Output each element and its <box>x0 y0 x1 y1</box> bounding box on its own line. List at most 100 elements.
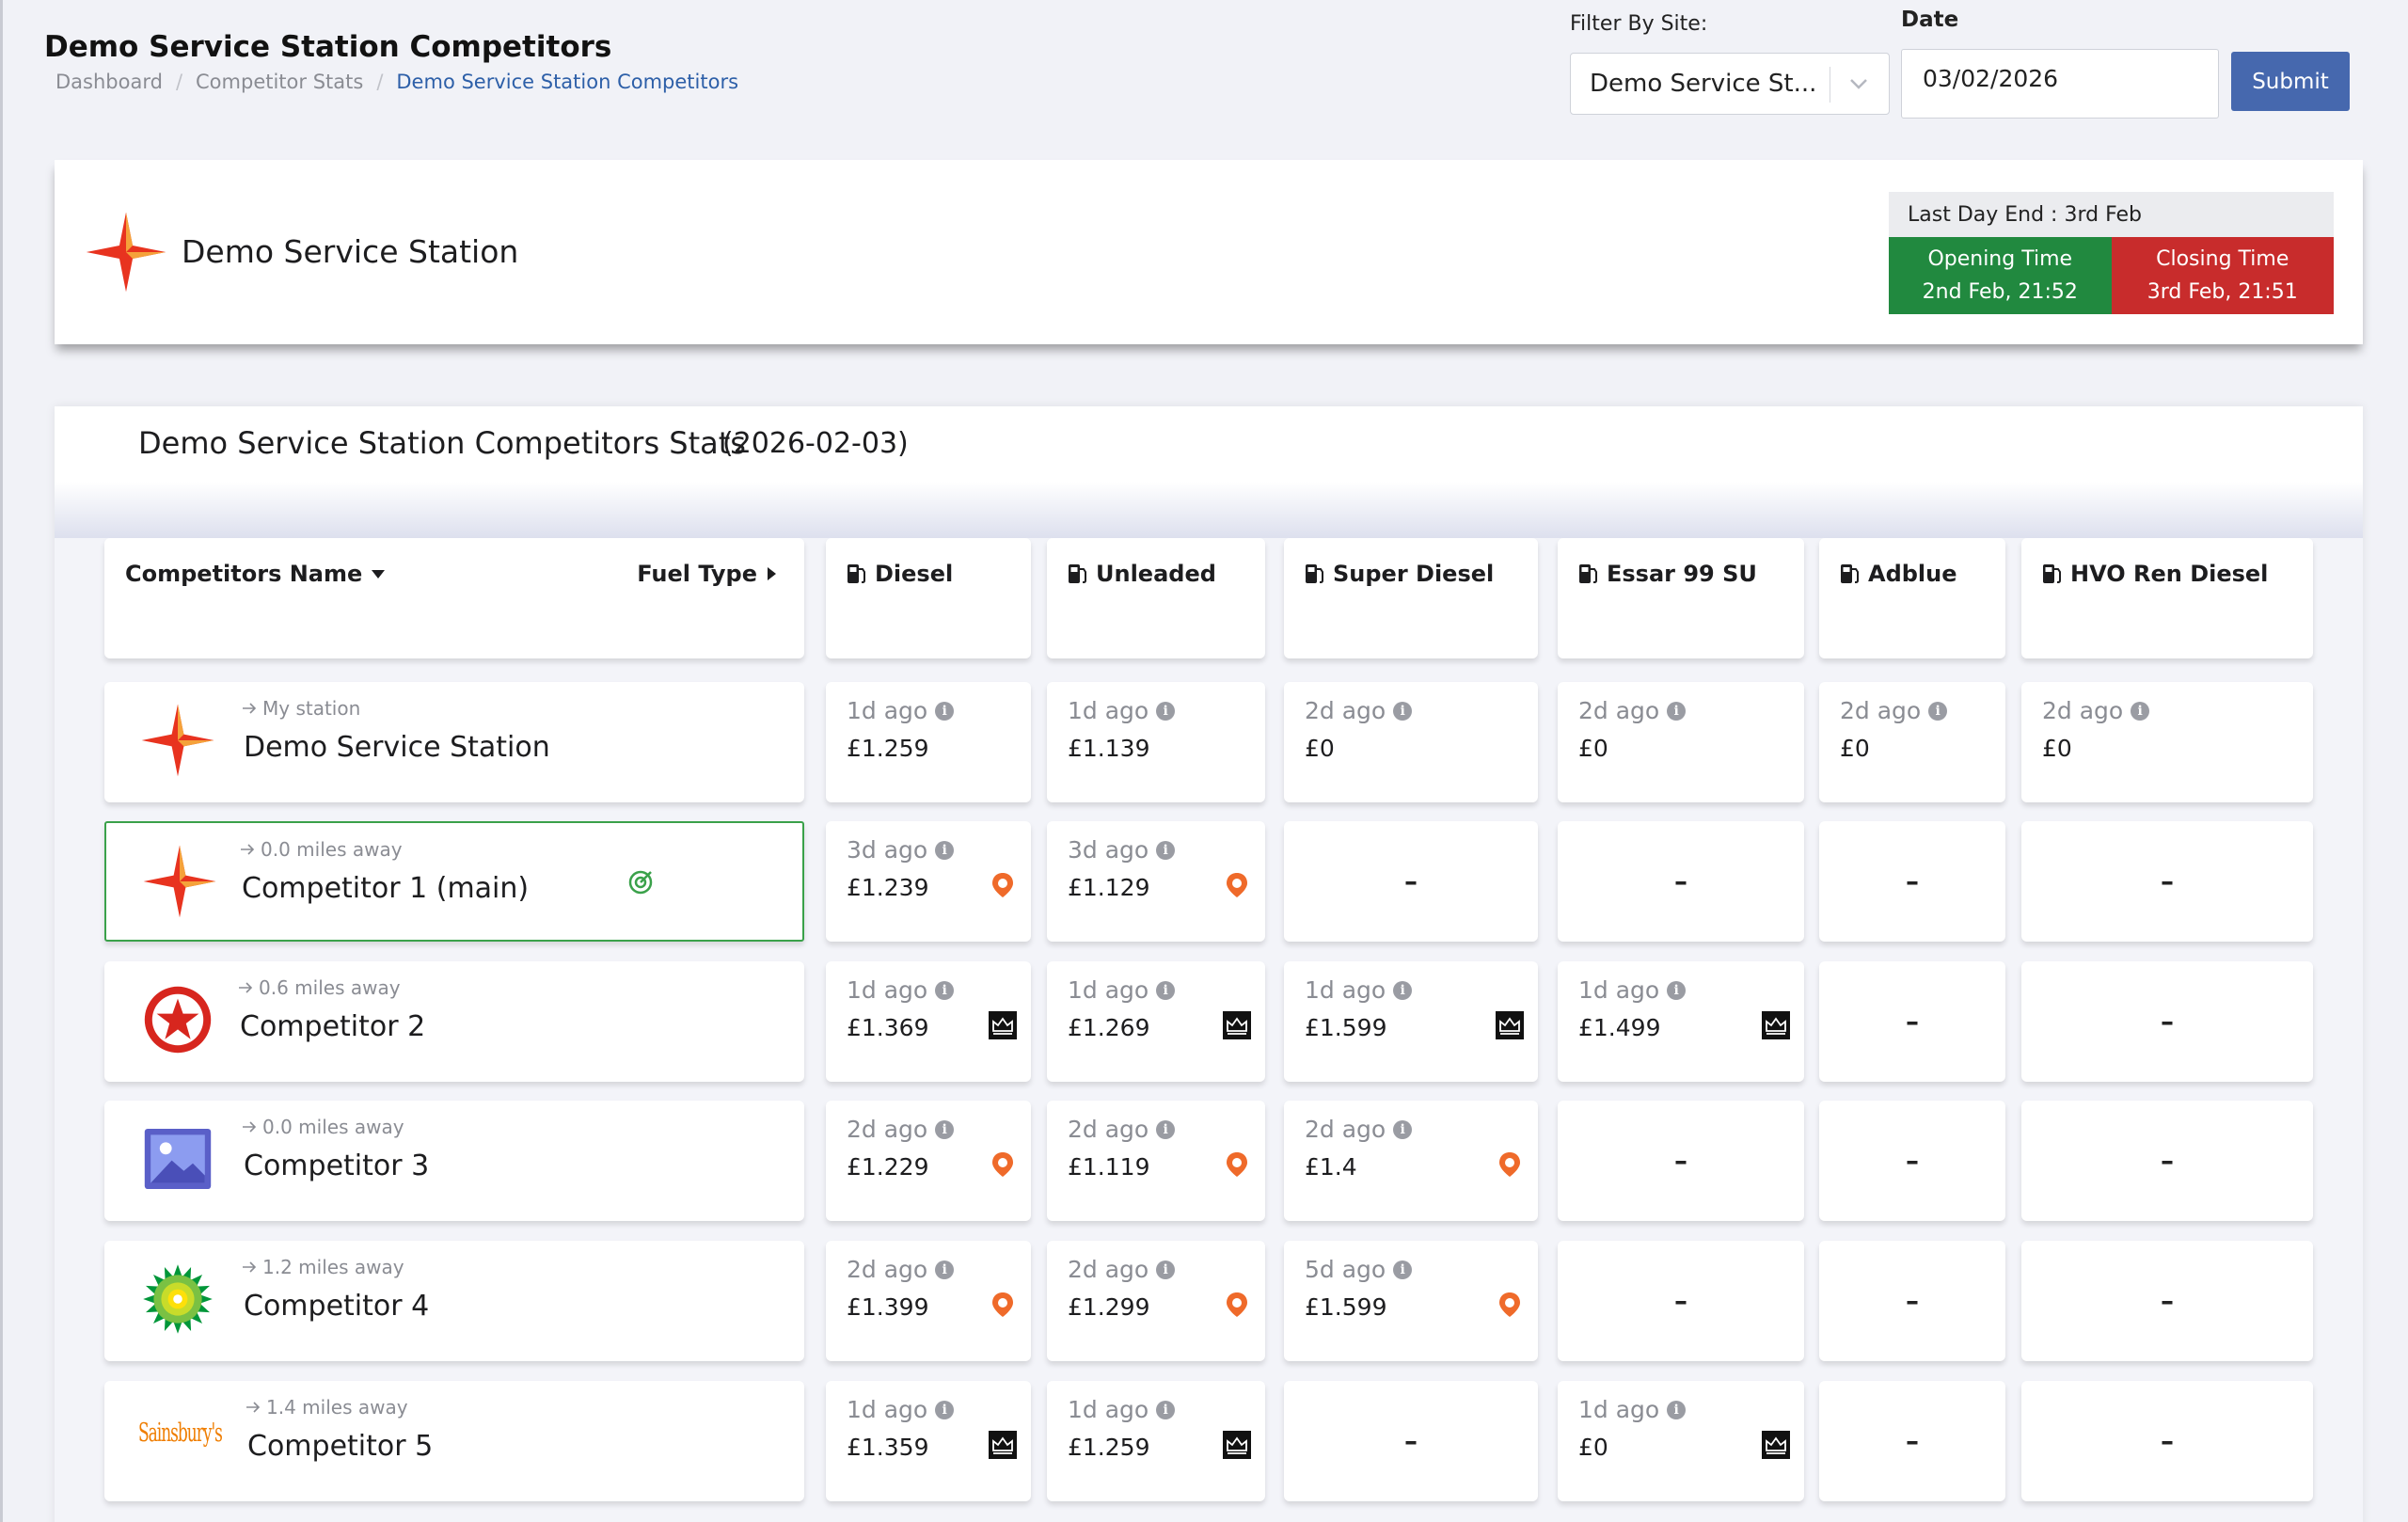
crown-icon <box>1496 1011 1524 1039</box>
info-icon[interactable]: i <box>1156 701 1176 721</box>
distance-text: 0.6 miles away <box>259 976 401 999</box>
price-cell[interactable]: 2d ago i £1.4 <box>1284 1101 1538 1221</box>
fuel-header[interactable]: Adblue <box>1840 561 1957 587</box>
breadcrumb-competitor-stats[interactable]: Competitor Stats <box>196 71 364 93</box>
price-age-text: 3d ago <box>1068 836 1149 864</box>
fuel-header[interactable]: HVO Ren Diesel <box>2042 561 2268 587</box>
fuel-pump-icon <box>1069 564 1086 583</box>
chevron-down-icon[interactable] <box>1846 71 1872 97</box>
station-name: Demo Service Station <box>182 233 519 270</box>
price-cell[interactable]: – <box>1284 1381 1538 1501</box>
price-cell[interactable]: 1d ago i £1.499 <box>1558 961 1804 1082</box>
price-cell[interactable]: 2d ago i £1.299 <box>1047 1241 1265 1361</box>
info-icon[interactable]: i <box>1156 1260 1176 1279</box>
price-cell[interactable]: 2d ago i £0 <box>1284 682 1538 802</box>
location-pin-icon <box>1499 1292 1520 1317</box>
price-cell[interactable]: 2d ago i £1.229 <box>826 1101 1031 1221</box>
price-cell[interactable]: 1d ago i £1.259 <box>1047 1381 1265 1501</box>
fuel-header[interactable]: Super Diesel <box>1305 561 1494 587</box>
price-cell[interactable]: – <box>1558 1101 1804 1221</box>
price-age: 1d ago i <box>847 697 955 724</box>
info-icon[interactable]: i <box>1156 1119 1176 1139</box>
competitor-name-cell[interactable]: Sainsbury's 1.4 miles away Competitor 5 <box>104 1381 804 1501</box>
no-price-dash: – <box>2161 1006 2174 1038</box>
info-icon[interactable]: i <box>935 1119 955 1139</box>
price-cell[interactable]: 2d ago i £1.399 <box>826 1241 1031 1361</box>
price-cell[interactable]: 1d ago i £1.599 <box>1284 961 1538 1082</box>
info-icon[interactable]: i <box>1156 980 1176 1000</box>
price-cell[interactable]: – <box>1819 1101 2005 1221</box>
sort-fuel-type[interactable]: Fuel Type <box>637 561 778 587</box>
stats-title: Demo Service Station Competitors Stats <box>138 425 746 461</box>
info-icon[interactable]: i <box>1393 980 1413 1000</box>
price-value: £1.129 <box>1068 874 1150 901</box>
info-icon[interactable]: i <box>935 980 955 1000</box>
site-select[interactable]: Demo Service St... <box>1570 53 1890 115</box>
price-age-text: 3d ago <box>847 836 928 864</box>
info-icon[interactable]: i <box>2131 701 2150 721</box>
price-cell[interactable]: 1d ago i £1.359 <box>826 1381 1031 1501</box>
competitor-name-cell[interactable]: 0.6 miles away Competitor 2 <box>104 961 804 1082</box>
price-cell[interactable]: 2d ago i £0 <box>2021 682 2313 802</box>
info-icon[interactable]: i <box>1156 1400 1176 1419</box>
price-cell[interactable]: – <box>1819 961 2005 1082</box>
price-cell[interactable]: 5d ago i £1.599 <box>1284 1241 1538 1361</box>
breadcrumb-dashboard[interactable]: Dashboard <box>55 71 163 93</box>
info-icon[interactable]: i <box>1667 701 1687 721</box>
fuel-pump-icon <box>2043 564 2061 583</box>
price-cell[interactable]: – <box>2021 1381 2313 1501</box>
info-icon[interactable]: i <box>935 1400 955 1419</box>
submit-button[interactable]: Submit <box>2231 52 2350 111</box>
info-icon[interactable]: i <box>1393 701 1413 721</box>
fuel-header[interactable]: Unleaded <box>1068 561 1216 587</box>
image-placeholder-logo-icon <box>144 1129 212 1189</box>
sort-competitors-name[interactable]: Competitors Name <box>125 561 387 587</box>
distance-label: 1.2 miles away <box>242 1256 404 1278</box>
competitor-name-cell[interactable]: 0.0 miles away Competitor 3 <box>104 1101 804 1221</box>
price-cell[interactable]: – <box>2021 821 2313 942</box>
price-cell[interactable]: 1d ago i £0 <box>1558 1381 1804 1501</box>
price-cell[interactable]: 1d ago i £1.369 <box>826 961 1031 1082</box>
info-icon[interactable]: i <box>1393 1260 1413 1279</box>
fuel-header-label: Essar 99 SU <box>1607 561 1757 587</box>
no-price-dash: – <box>1906 865 1919 897</box>
price-cell[interactable]: – <box>2021 961 2313 1082</box>
opening-time-label: Opening Time <box>1927 247 2073 271</box>
fuel-header[interactable]: Diesel <box>847 561 953 587</box>
price-cell[interactable]: – <box>2021 1241 2313 1361</box>
price-cell[interactable]: – <box>1284 821 1538 942</box>
no-price-dash: – <box>1906 1425 1919 1457</box>
price-value: £0 <box>2042 735 2072 762</box>
competitor-name-cell[interactable]: 0.0 miles away Competitor 1 (main) <box>104 821 804 942</box>
info-icon[interactable]: i <box>935 840 955 860</box>
price-cell[interactable]: – <box>1819 1381 2005 1501</box>
price-age-text: 1d ago <box>847 697 928 724</box>
price-cell[interactable]: 2d ago i £0 <box>1558 682 1804 802</box>
price-cell[interactable]: 2d ago i £0 <box>1819 682 2005 802</box>
price-cell[interactable]: 2d ago i £1.119 <box>1047 1101 1265 1221</box>
price-cell[interactable]: – <box>1819 821 2005 942</box>
info-icon[interactable]: i <box>1928 701 1948 721</box>
price-cell[interactable]: 3d ago i £1.239 <box>826 821 1031 942</box>
date-input[interactable] <box>1901 49 2219 119</box>
distance-text: 0.0 miles away <box>262 1116 404 1138</box>
competitor-name-cell[interactable]: My station Demo Service Station <box>104 682 804 802</box>
price-cell[interactable]: – <box>2021 1101 2313 1221</box>
info-icon[interactable]: i <box>1156 840 1176 860</box>
price-cell[interactable]: 1d ago i £1.139 <box>1047 682 1265 802</box>
price-cell[interactable]: – <box>1819 1241 2005 1361</box>
info-icon[interactable]: i <box>935 1260 955 1279</box>
fuel-header-cell: Diesel <box>826 538 1031 658</box>
price-cell[interactable]: 3d ago i £1.129 <box>1047 821 1265 942</box>
price-cell[interactable]: 1d ago i £1.259 <box>826 682 1031 802</box>
info-icon[interactable]: i <box>1393 1119 1413 1139</box>
price-cell[interactable]: – <box>1558 1241 1804 1361</box>
info-icon[interactable]: i <box>935 701 955 721</box>
price-cell[interactable]: – <box>1558 821 1804 942</box>
competitor-name-cell[interactable]: 1.2 miles away Competitor 4 <box>104 1241 804 1361</box>
price-value: £1.139 <box>1068 735 1150 762</box>
fuel-header[interactable]: Essar 99 SU <box>1578 561 1757 587</box>
price-cell[interactable]: 1d ago i £1.269 <box>1047 961 1265 1082</box>
info-icon[interactable]: i <box>1667 1400 1687 1419</box>
info-icon[interactable]: i <box>1667 980 1687 1000</box>
